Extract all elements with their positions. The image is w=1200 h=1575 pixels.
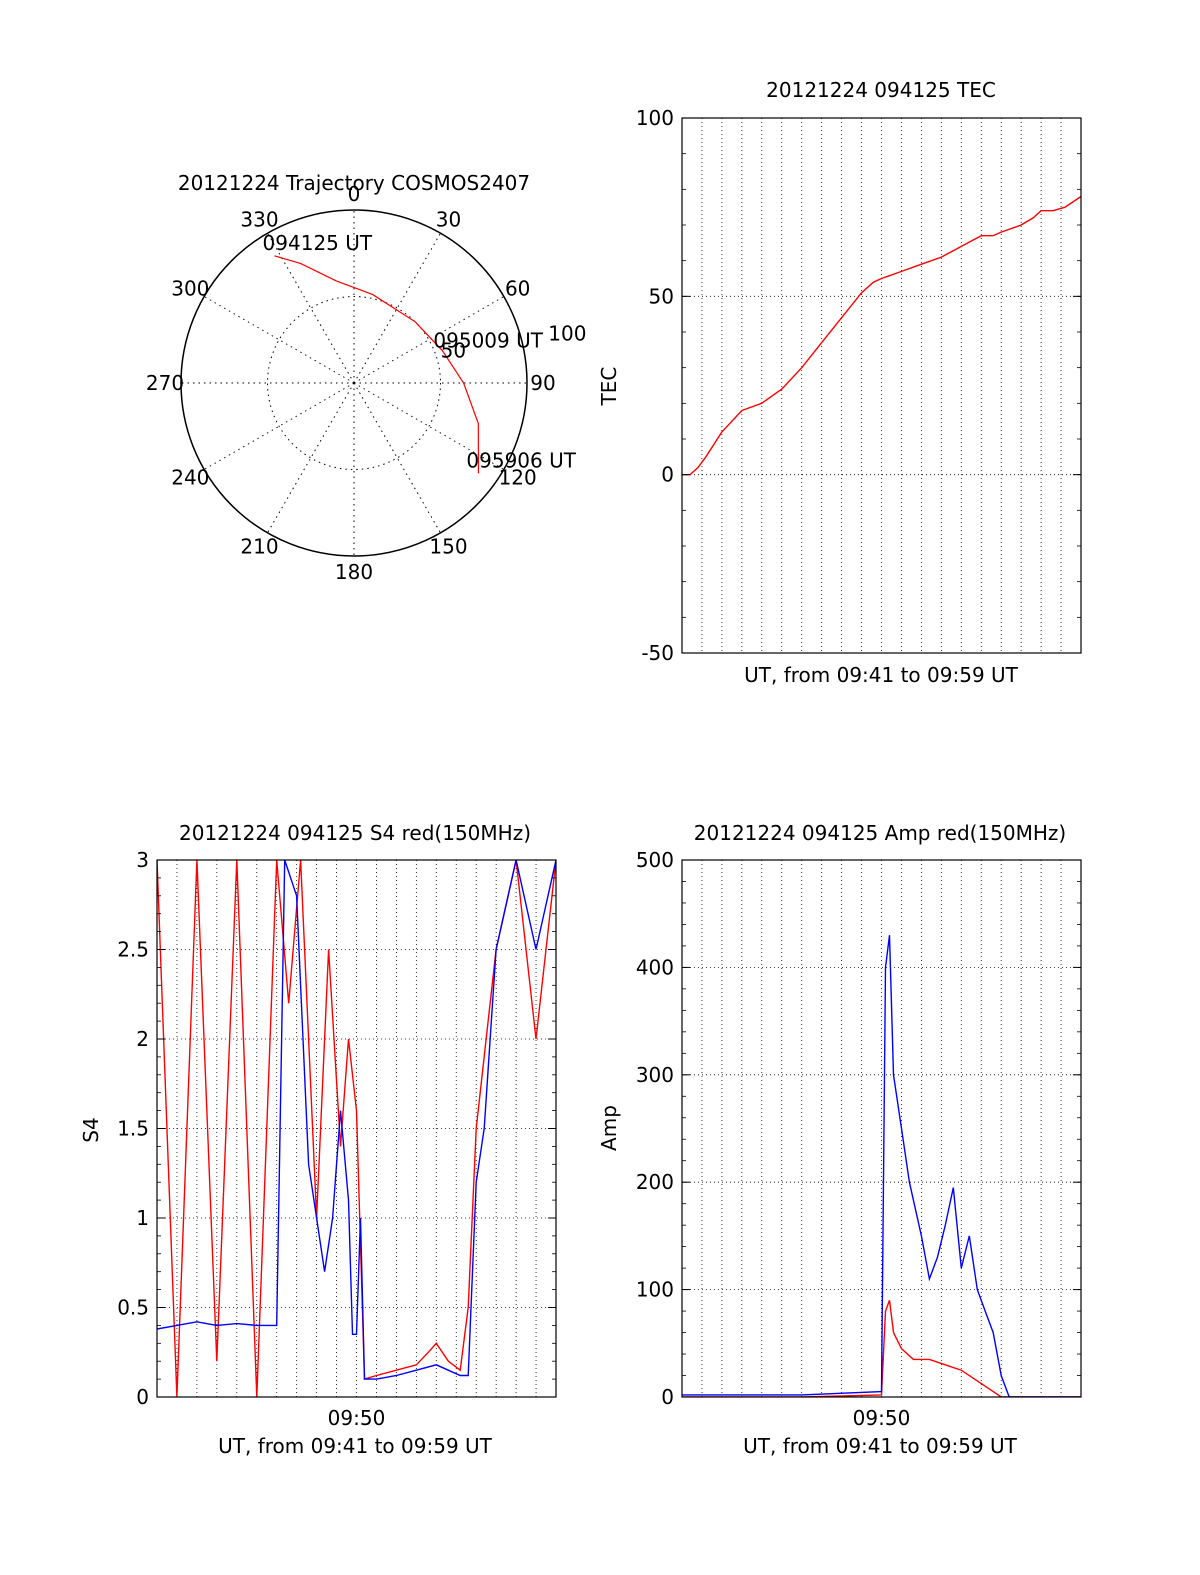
polar-spoke (353, 232, 441, 384)
polar-spoke (353, 296, 505, 384)
plot-frame (681, 859, 1082, 1398)
series-line (682, 1300, 1081, 1397)
polar-angle-label: 150 (429, 535, 467, 559)
trajectory-time-annotation: 094125 UT (263, 231, 373, 255)
y-tick-label: 300 (636, 1063, 674, 1087)
polar-angle-label: 270 (146, 371, 184, 395)
tec-axes: -50 0 50 100 (636, 106, 1082, 665)
y-tick-label: 200 (636, 1170, 674, 1194)
y-tick-label: 50 (649, 284, 674, 308)
s4-title: 20121224 094125 S4 red(150MHz) (179, 821, 531, 845)
y-tick-label: 1.5 (117, 1117, 149, 1141)
polar-radius-label: 100 (548, 322, 586, 346)
y-tick-label: 2 (136, 1027, 149, 1051)
trajectory-time-annotation: 095906 UT (466, 448, 576, 472)
polar-radius-label: 50 (441, 339, 466, 363)
y-tick-label: -50 (641, 641, 674, 665)
polar-labels: 0 30 60 90 120 150 180 210 240 270 300 330 50 100 0941… (146, 182, 587, 584)
y-tick-label: 500 (636, 848, 674, 872)
polar-spoke (203, 382, 355, 470)
tec-x-axis-label: UT, from 09:41 to 09:59 UT (744, 663, 1019, 687)
y-tick-label: 3 (136, 848, 149, 872)
polar-spoke (267, 232, 355, 384)
amp-axes: 0 100 200 300 400 500 09:50 (636, 848, 1082, 1430)
y-tick-label: 0 (136, 1385, 149, 1409)
polar-angle-label: 240 (171, 466, 209, 490)
y-tick-label: 0 (661, 1385, 674, 1409)
amp-y-axis-label: Amp (597, 1105, 621, 1151)
y-tick-label: 100 (636, 106, 674, 130)
series-line (682, 935, 1081, 1397)
s4-plot: 20121224 094125 S4 red(150MHz) UT, from … (79, 821, 557, 1458)
trajectory-time-annotation: 095009 UT (433, 328, 543, 352)
polar-spoke (203, 296, 355, 384)
y-tick-label: 0 (661, 463, 674, 487)
amp-x-axis-label: UT, from 09:41 to 09:59 UT (743, 1434, 1018, 1458)
x-tick-label: 09:50 (328, 1406, 386, 1430)
polar-angle-label: 90 (530, 371, 555, 395)
plot-frame (681, 117, 1082, 654)
series-line (157, 860, 556, 1380)
tec-plot: 20121224 094125 TEC UT, from 09:41 to 09… (597, 78, 1082, 687)
tec-title: 20121224 094125 TEC (766, 78, 996, 102)
polar-angle-label: 120 (499, 466, 537, 490)
amp-title: 20121224 094125 Amp red(150MHz) (694, 821, 1066, 845)
polar-angle-label: 0 (348, 182, 361, 206)
tec-y-axis-label: TEC (597, 367, 621, 407)
y-tick-label: 400 (636, 955, 674, 979)
polar-inner-circle (267, 296, 441, 470)
s4-x-axis-label: UT, from 09:41 to 09:59 UT (218, 1434, 493, 1458)
polar-spoke (267, 382, 355, 534)
amp-plot: 20121224 094125 Amp red(150MHz) UT, from… (597, 821, 1082, 1458)
series-line (682, 195, 1081, 476)
polar-spoke (353, 382, 441, 534)
s4-y-axis-label: S4 (79, 1117, 103, 1142)
polar-grid (180, 209, 528, 557)
polar-angle-label: 210 (240, 535, 278, 559)
x-tick-label: 09:50 (853, 1406, 911, 1430)
polar-outer-circle (180, 209, 528, 557)
polar-angle-label: 300 (171, 277, 209, 301)
polar-angle-label: 30 (436, 207, 461, 231)
y-tick-label: 2.5 (117, 938, 149, 962)
y-tick-label: 0.5 (117, 1296, 149, 1320)
polar-angle-label: 60 (505, 277, 530, 301)
trajectory-line (274, 255, 479, 474)
y-tick-label: 100 (636, 1278, 674, 1302)
s4-axes: 0 0.5 1 1.5 2 2.5 3 09:50 (117, 848, 557, 1430)
polar-angle-label: 330 (240, 207, 278, 231)
trajectory-polar-plot: 20121224 Trajectory COSMOS2407 0 30 60 90 12… (146, 171, 587, 584)
polar-angle-label: 180 (335, 560, 373, 584)
trajectory-track (274, 255, 479, 474)
trajectory-title: 20121224 Trajectory COSMOS2407 (178, 171, 530, 195)
y-tick-label: 1 (136, 1206, 149, 1230)
